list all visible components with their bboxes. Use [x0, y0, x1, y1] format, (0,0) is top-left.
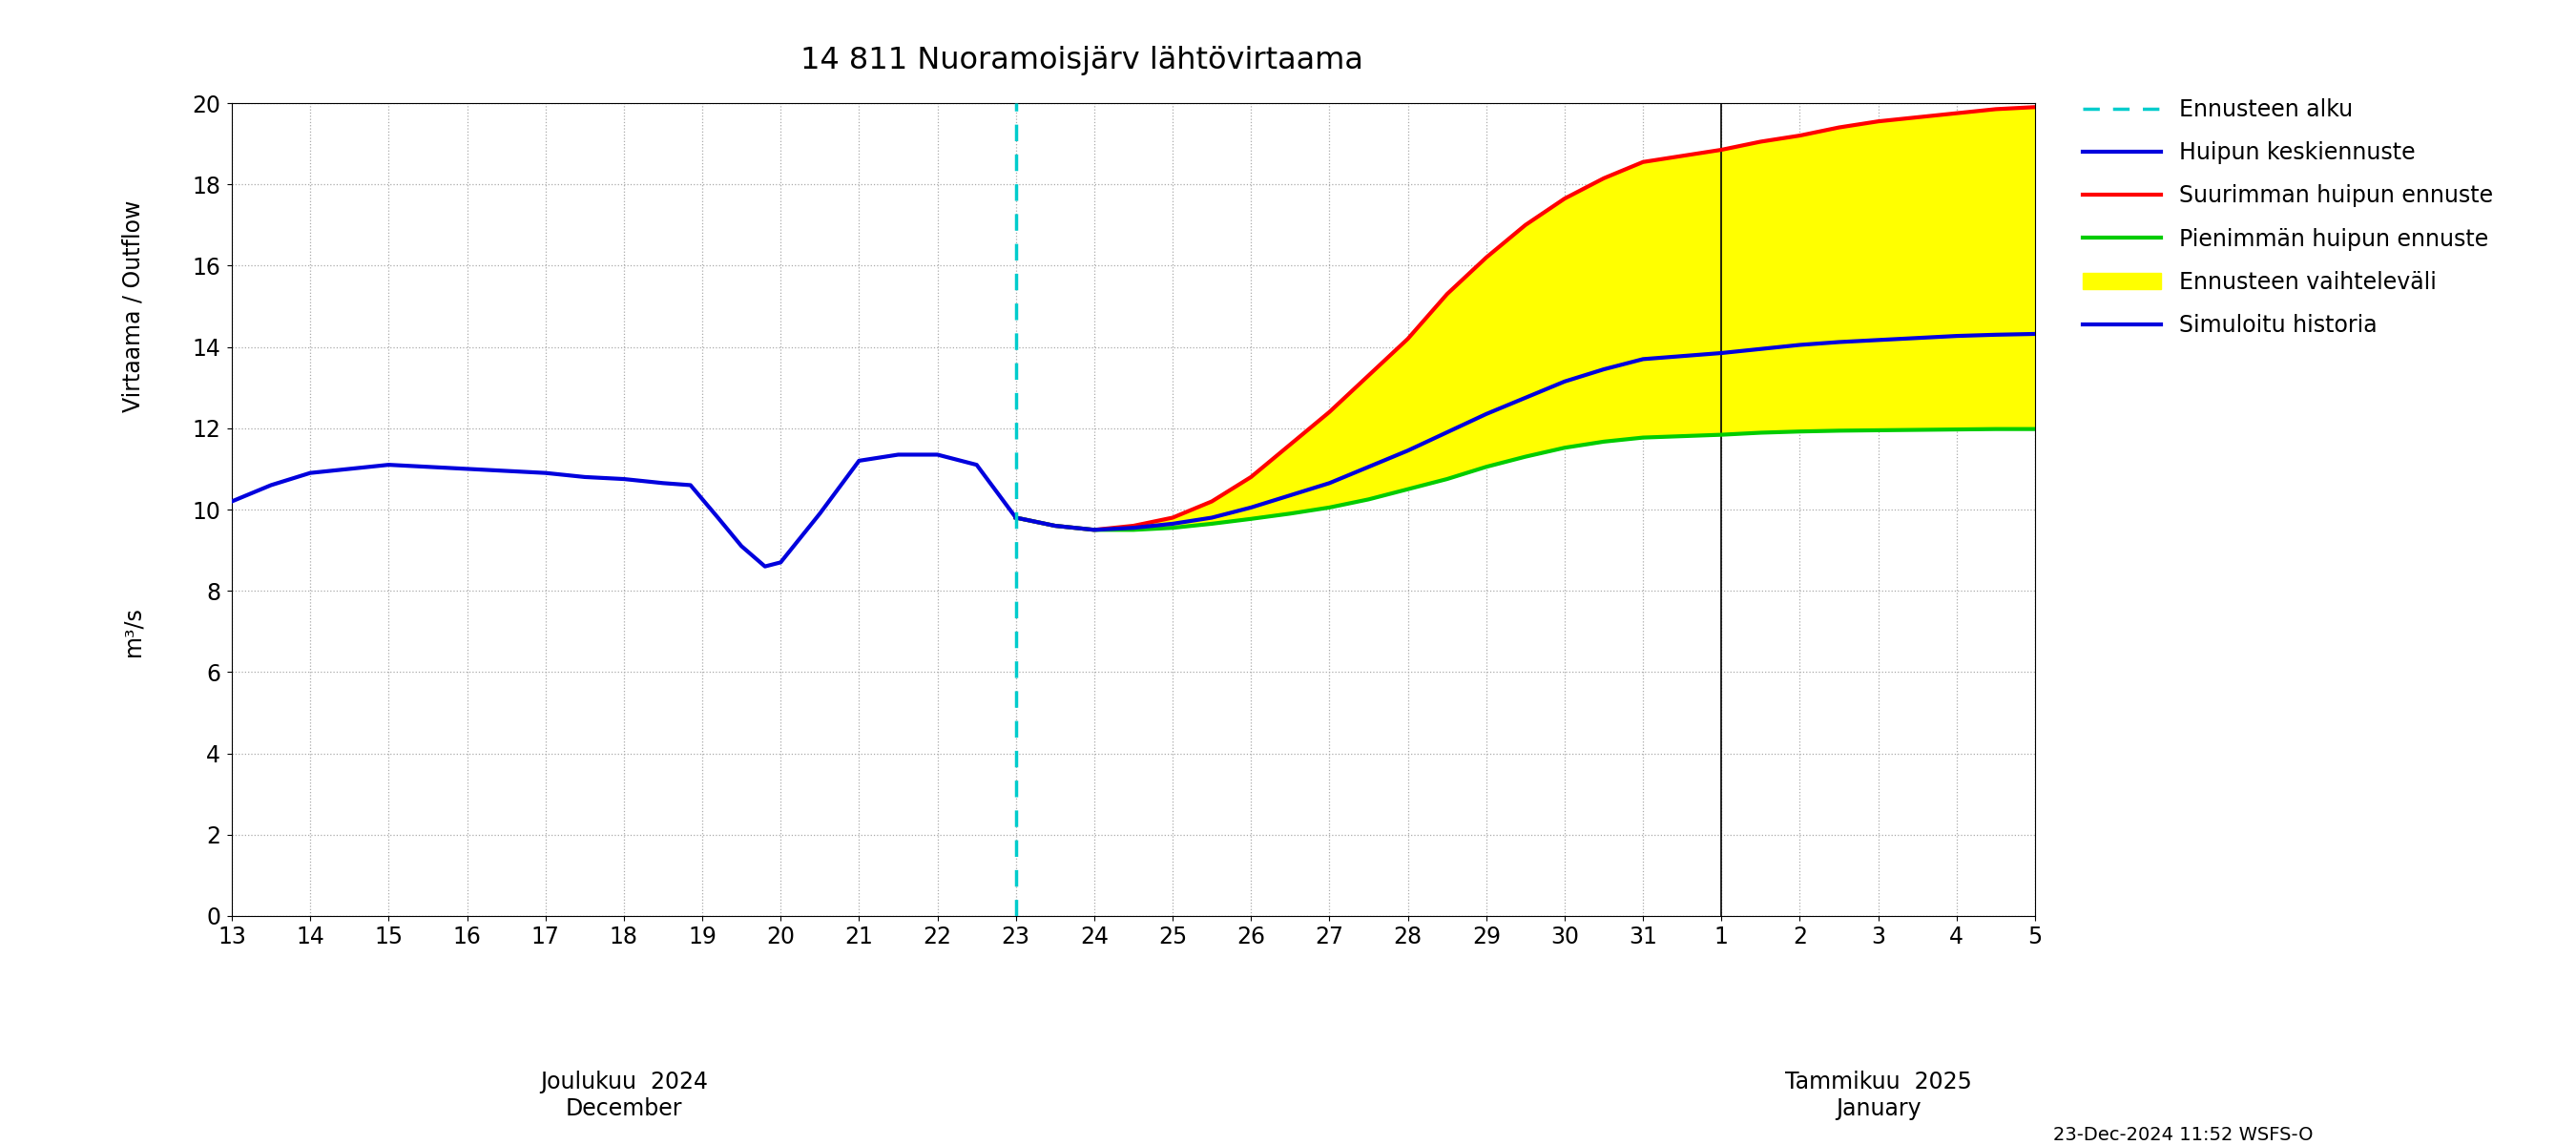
Text: 23-Dec-2024 11:52 WSFS-O: 23-Dec-2024 11:52 WSFS-O	[2053, 1126, 2313, 1144]
Text: Joulukuu  2024
December: Joulukuu 2024 December	[541, 1071, 708, 1120]
Legend: Ennusteen alku, Huipun keskiennuste, Suurimman huipun ennuste, Pienimmän huipun : Ennusteen alku, Huipun keskiennuste, Suu…	[2081, 98, 2494, 337]
Text: Virtaama / Outflow: Virtaama / Outflow	[121, 200, 144, 412]
Text: m³/s: m³/s	[121, 606, 144, 657]
Text: 14 811 Nuoramoisjärv lähtövirtaama: 14 811 Nuoramoisjärv lähtövirtaama	[801, 46, 1363, 76]
Text: Tammikuu  2025
January: Tammikuu 2025 January	[1785, 1071, 1971, 1120]
